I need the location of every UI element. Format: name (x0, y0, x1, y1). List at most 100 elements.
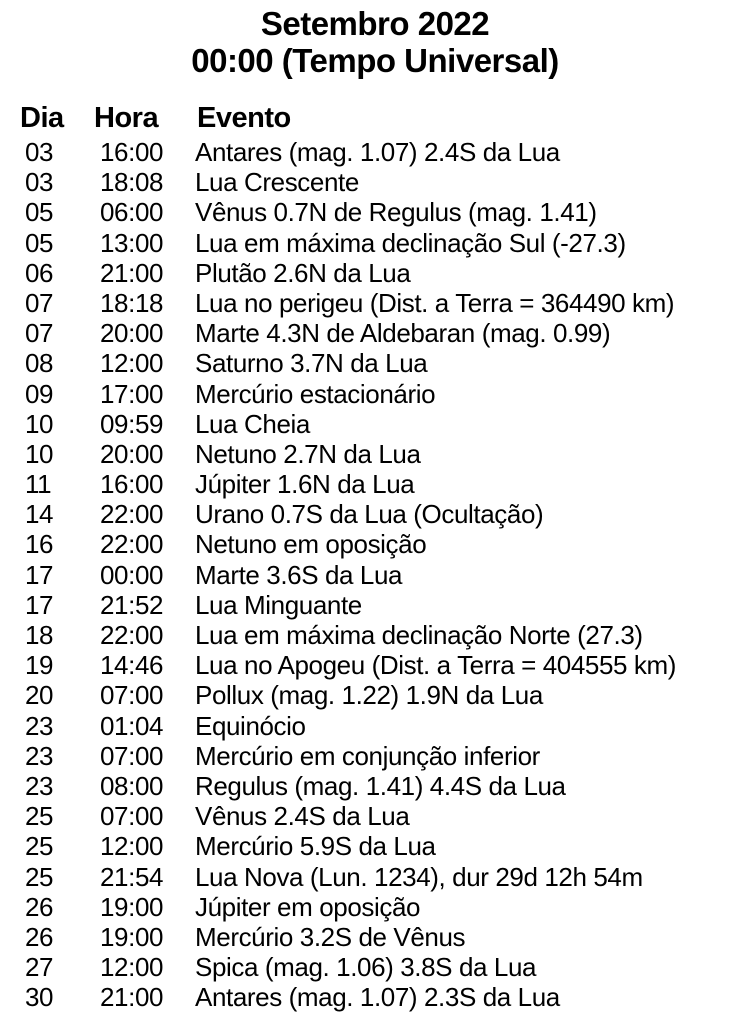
cell-event: Antares (mag. 1.07) 2.4S da Lua (195, 137, 560, 167)
cell-event: Lua Nova (Lun. 1234), dur 29d 12h 54m (195, 861, 643, 892)
table-row: 23 08:00 Regulus (mag. 1.41) 4.4S da Lua (0, 771, 750, 801)
table-row: 05 13:00 Lua em máxima declinação Sul (-27… (0, 228, 750, 258)
cell-time: 07:00 (100, 801, 164, 832)
table-row: 19 14:46 Lua no Apogeu (Dist. a Terra = 40… (0, 650, 750, 680)
cell-day: 20 (25, 680, 54, 711)
cell-day: 19 (25, 650, 54, 681)
cell-event: Regulus (mag. 1.41) 4.4S da Lua (195, 770, 566, 801)
table-row: 17 00:00 Marte 3.6S da Lua (0, 560, 750, 590)
cell-day: 25 (25, 801, 54, 832)
table-row: 11 16:00 Júpiter 1.6N da Lua (0, 469, 750, 499)
cell-event: Pollux (mag. 1.22) 1.9N da Lua (195, 680, 543, 711)
cell-time: 07:00 (100, 680, 164, 711)
cell-day: 06 (25, 257, 54, 288)
table-row: 10 20:00 Netuno 2.7N da Lua (0, 439, 750, 469)
cell-event: Lua no Apogeu (Dist. a Terra = 404555 km… (195, 650, 677, 681)
table-row: 20 07:00 Pollux (mag. 1.22) 1.9N da Lua (0, 680, 750, 710)
cell-day: 05 (25, 227, 54, 258)
cell-day: 10 (25, 408, 54, 439)
table-row: 25 21:54 Lua Nova (Lun. 1234), dur 29d 12h… (0, 862, 750, 892)
cell-day: 17 (25, 589, 54, 620)
page-header: Setembro 2022 00:00 (Tempo Universal) (0, 0, 750, 79)
cell-day: 17 (25, 559, 54, 590)
column-header-time: Hora (94, 102, 159, 134)
table-row: 14 22:00 Urano 0.7S da Lua (Ocultação) (0, 499, 750, 529)
cell-event: Marte 3.6S da Lua (195, 559, 403, 590)
cell-event: Mercúrio em conjunção inferior (195, 740, 540, 771)
table-row: 06 21:00 Plutão 2.6N da Lua (0, 258, 750, 288)
table-row: 16 22:00 Netuno em oposição (0, 529, 750, 559)
cell-event: Júpiter 1.6N da Lua (195, 469, 415, 500)
cell-event: Mercúrio 5.9S da Lua (195, 831, 436, 862)
cell-day: 03 (25, 167, 54, 198)
cell-event: Lua em máxima declinação Norte (27.3) (195, 620, 643, 650)
cell-time: 16:00 (100, 137, 164, 167)
table-row: 09 17:00 Mercúrio estacionário (0, 379, 750, 409)
cell-time: 19:00 (100, 891, 164, 922)
cell-time: 16:00 (100, 469, 164, 500)
cell-event: Netuno em oposição (195, 529, 427, 560)
table-row: 17 21:52 Lua Minguante (0, 590, 750, 620)
cell-event: Lua em máxima declinação Sul (-27.3) (195, 227, 626, 258)
cell-time: 22:00 (100, 499, 164, 530)
cell-event: Lua no perigeu (Dist. a Terra = 364490 k… (195, 287, 675, 318)
table-row: 05 06:00 Vênus 0.7N de Regulus (mag. 1.41) (0, 197, 750, 227)
cell-event: Lua Crescente (195, 167, 359, 198)
cell-day: 23 (25, 770, 54, 801)
cell-day: 07 (25, 318, 54, 349)
table-row: 26 19:00 Mercúrio 3.2S de Vênus (0, 922, 750, 952)
cell-event: Equinócio (195, 710, 306, 741)
cell-time: 12:00 (100, 831, 164, 862)
cell-time: 12:00 (100, 348, 164, 379)
table-row: 25 12:00 Mercúrio 5.9S da Lua (0, 831, 750, 861)
cell-event: Lua Cheia (195, 408, 310, 439)
cell-time: 07:00 (100, 740, 164, 771)
cell-day: 16 (25, 529, 54, 560)
page-title-timezone: 00:00 (Tempo Universal) (191, 42, 559, 79)
cell-event: Spica (mag. 1.06) 3.8S da Lua (195, 952, 537, 983)
cell-event: Saturno 3.7N da Lua (195, 348, 428, 379)
cell-day: 23 (25, 740, 54, 771)
page-title-month: Setembro 2022 (260, 5, 490, 42)
cell-event: Netuno 2.7N da Lua (195, 438, 421, 469)
cell-time: 14:46 (100, 650, 164, 681)
cell-day: 27 (25, 952, 54, 983)
cell-time: 21:00 (100, 257, 164, 288)
cell-day: 25 (25, 861, 54, 892)
table-row: 25 07:00 Vênus 2.4S da Lua (0, 801, 750, 831)
table-row: 27 12:00 Spica (mag. 1.06) 3.8S da Lua (0, 952, 750, 982)
cell-event: Plutão 2.6N da Lua (195, 257, 411, 288)
cell-event: Júpiter em oposição (195, 891, 421, 922)
cell-day: 25 (25, 831, 54, 862)
cell-time: 17:00 (100, 378, 164, 409)
cell-time: 06:00 (100, 197, 164, 228)
table-header-row: Dia Hora Evento (0, 100, 750, 137)
table-row: 07 18:18 Lua no perigeu (Dist. a Terra = 3… (0, 288, 750, 318)
table-row: 18 22:00 Lua em máxima declinação Norte (2… (0, 620, 750, 650)
cell-event: Antares (mag. 1.07) 2.3S da Lua (195, 982, 560, 1013)
cell-day: 07 (25, 287, 54, 318)
events-table: Dia Hora Evento 03 16:00 Antares (mag. 1.0… (0, 100, 750, 1012)
cell-event: Mercúrio estacionário (195, 378, 436, 409)
cell-time: 13:00 (100, 227, 164, 258)
cell-day: 03 (25, 137, 54, 167)
cell-day: 18 (25, 620, 54, 650)
cell-day: 08 (25, 348, 54, 379)
cell-day: 11 (25, 469, 52, 500)
table-row: 23 07:00 Mercúrio em conjunção inferior (0, 741, 750, 771)
cell-day: 09 (25, 378, 54, 409)
cell-day: 30 (25, 982, 54, 1013)
table-body: 03 16:00 Antares (mag. 1.07) 2.4S da Lua 03… (0, 137, 750, 1012)
cell-time: 00:00 (100, 559, 164, 590)
column-header-day: Dia (20, 102, 64, 134)
cell-event: Urano 0.7S da Lua (Ocultação) (195, 499, 544, 530)
cell-time: 22:00 (100, 529, 164, 560)
cell-event: Vênus 0.7N de Regulus (mag. 1.41) (195, 197, 597, 228)
table-row: 07 20:00 Marte 4.3N de Aldebaran (mag. 0.9… (0, 318, 750, 348)
cell-day: 23 (25, 710, 54, 741)
table-row: 03 18:08 Lua Crescente (0, 167, 750, 197)
cell-time: 12:00 (100, 952, 164, 983)
cell-time: 21:52 (100, 589, 164, 620)
table-row: 23 01:04 Equinócio (0, 711, 750, 741)
